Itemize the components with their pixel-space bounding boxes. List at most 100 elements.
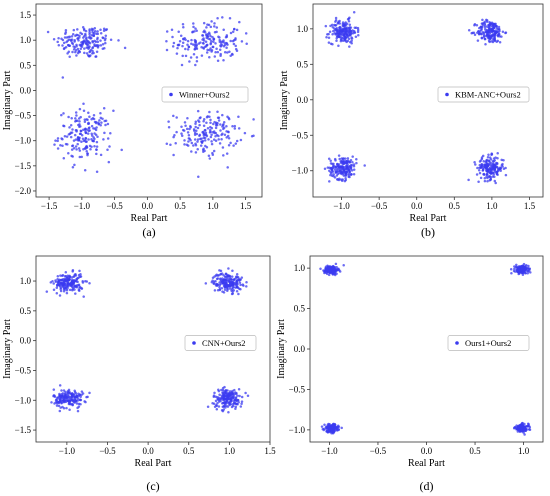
scatter-point — [491, 175, 494, 178]
scatter-point — [235, 28, 239, 32]
scatter-point — [74, 145, 78, 148]
scatter-point — [206, 126, 210, 130]
scatter-point — [210, 40, 213, 43]
scatter-point — [223, 133, 227, 137]
x-tick-label: −1.0 — [333, 201, 350, 211]
scatter-point — [53, 402, 56, 405]
scatter-point — [221, 125, 224, 128]
scatter-point — [188, 127, 191, 131]
scatter-point — [180, 63, 184, 67]
panel-d: −1.0 −0.5 0.0 0.5 1.0 −1.0 −0.5 0.0 0.5 1.0 Real P… — [276, 255, 544, 493]
scatter-point — [234, 405, 238, 409]
scatter-point — [342, 24, 346, 28]
scatter-point — [240, 402, 243, 406]
scatter-point — [70, 39, 73, 43]
scatter-point — [215, 47, 218, 50]
scatter-point — [53, 394, 56, 398]
scatter-point — [480, 28, 483, 32]
scatter-point — [93, 127, 97, 130]
scatter-point — [83, 47, 86, 50]
scatter-point — [222, 397, 225, 401]
scatter-point — [194, 40, 197, 44]
scatter-point — [210, 20, 213, 23]
scatter-point — [192, 25, 195, 29]
scatter-point — [494, 181, 497, 185]
scatter-point — [202, 39, 206, 42]
scatter-point — [341, 167, 344, 170]
scatter-point — [523, 433, 526, 436]
scatter-point — [58, 294, 62, 297]
scatter-point — [501, 30, 505, 33]
scatter-point — [224, 281, 227, 284]
legend-box — [161, 86, 249, 103]
scatter-point — [96, 30, 99, 33]
scatter-point — [348, 161, 352, 164]
x-tick-label: 0.0 — [142, 201, 154, 211]
scatter-point — [202, 147, 205, 150]
scatter-point — [236, 398, 240, 402]
y-tick-label: −1.5 — [15, 161, 32, 171]
scatter-point — [67, 388, 71, 392]
scatter-point — [62, 389, 66, 392]
scatter-point — [488, 168, 491, 172]
scatter-point — [245, 42, 248, 45]
scatter-point — [93, 30, 97, 33]
scatter-point — [223, 50, 227, 54]
scatter-point — [496, 173, 499, 177]
scatter-point — [68, 395, 72, 399]
scatter-point — [492, 39, 495, 42]
scatter-point — [76, 33, 79, 37]
scatter-point — [186, 39, 190, 43]
scatter-point — [509, 268, 513, 271]
scatter-point — [523, 422, 526, 426]
scatter-point — [487, 153, 490, 157]
scatter-point — [84, 279, 87, 283]
legend-label: Ours1+Ours2 — [465, 338, 511, 348]
scatter-point — [517, 266, 520, 269]
scatter-point — [202, 42, 205, 45]
scatter-point — [216, 59, 220, 62]
x-axis-label: Real Part — [410, 213, 447, 224]
scatter-point — [184, 54, 188, 58]
scatter-point — [184, 38, 187, 41]
scatter-point — [218, 48, 222, 52]
scatter-point — [219, 52, 222, 56]
scatter-point — [65, 394, 68, 397]
scatter-point — [229, 398, 232, 402]
scatter-point — [59, 274, 62, 277]
scatter-point — [101, 47, 105, 50]
scatter-point — [195, 59, 199, 63]
scatter-point — [221, 405, 225, 408]
scatter-point — [88, 281, 91, 285]
scatter-point — [212, 149, 216, 153]
scatter-point — [230, 289, 233, 292]
scatter-point — [55, 292, 59, 295]
scatter-point — [102, 106, 106, 110]
scatter-point — [101, 42, 105, 46]
scatter-point — [210, 126, 214, 130]
scatter-point — [213, 131, 216, 135]
scatter-point — [352, 165, 356, 168]
scatter-point — [331, 42, 334, 46]
x-axis-label: Real Part — [135, 458, 172, 469]
scatter-point — [356, 28, 360, 32]
scatter-point — [65, 288, 69, 292]
scatter-point — [71, 33, 75, 36]
scatter-point — [63, 36, 67, 39]
plot-frame — [35, 255, 271, 443]
scatter-point — [82, 109, 86, 113]
scatter-point — [96, 135, 99, 138]
y-tick-label: 0.5 — [297, 59, 309, 69]
scatter-point — [68, 402, 72, 406]
scatter-point — [74, 399, 78, 403]
scatter-point — [194, 125, 197, 129]
scatter-point — [195, 29, 198, 33]
scatter-point — [85, 145, 89, 149]
scatter-point — [76, 37, 79, 40]
scatter-point — [230, 52, 234, 56]
scatter-point — [202, 118, 206, 121]
scatter-point — [172, 41, 176, 45]
x-tick-label: −0.5 — [371, 201, 388, 211]
scatter-point — [52, 282, 55, 285]
scatter-point — [230, 278, 233, 281]
